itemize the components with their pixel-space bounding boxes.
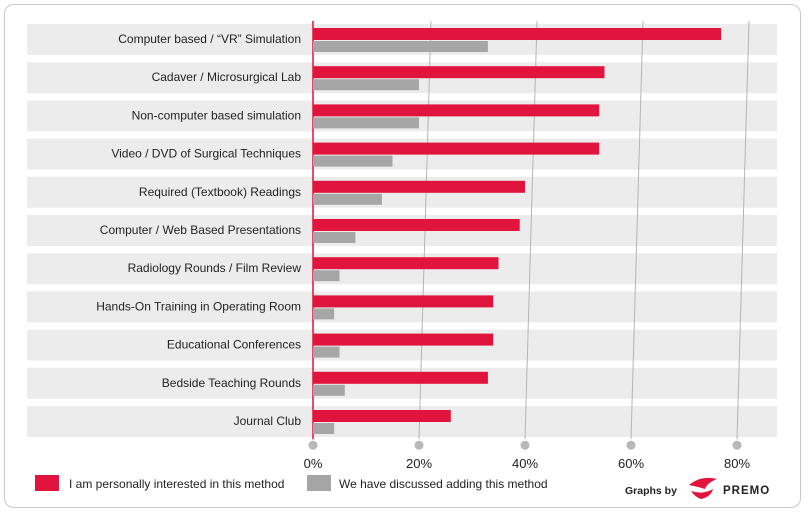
tick-dot <box>308 440 318 450</box>
bar-interested <box>313 410 451 422</box>
category-label: Bedside Teaching Rounds <box>162 376 301 390</box>
premo-logo-icon <box>689 477 717 499</box>
category-label: Required (Textbook) Readings <box>139 185 301 199</box>
category-label: Educational Conferences <box>167 338 301 352</box>
bar-discussed <box>313 423 335 434</box>
bar-interested <box>313 333 494 346</box>
bar-interested <box>313 257 499 270</box>
chart-frame: Computer based / “VR” Simulation Cadaver … <box>4 4 801 508</box>
bar-discussed <box>313 384 345 396</box>
legend-label-discussed: We have discussed adding this method <box>339 477 548 491</box>
gridline <box>736 20 750 440</box>
bar-interested <box>313 180 525 193</box>
tick-dot <box>414 440 424 450</box>
category-labels: Computer based / “VR” Simulation Cadaver … <box>96 32 301 428</box>
bars <box>313 28 722 434</box>
category-label: Computer based / “VR” Simulation <box>118 32 301 46</box>
category-label: Journal Club <box>234 414 302 428</box>
bar-chart: Computer based / “VR” Simulation Cadaver … <box>27 20 777 499</box>
category-label: Computer / Web Based Presentations <box>100 223 301 237</box>
category-label: Radiology Rounds / Film Review <box>128 261 302 275</box>
tick-dot <box>732 440 742 450</box>
bar-discussed <box>313 308 335 320</box>
bar-discussed <box>313 117 419 129</box>
x-tick-label: 20% <box>406 456 432 471</box>
x-tick-label: 0% <box>304 456 323 471</box>
legend: I am personally interested in this metho… <box>35 475 548 491</box>
legend-label-interested: I am personally interested in this metho… <box>69 477 284 491</box>
legend-swatch-interested <box>35 475 59 491</box>
bar-interested <box>313 28 722 40</box>
bar-interested <box>313 371 488 384</box>
x-tick-label: 60% <box>618 456 644 471</box>
bar-interested <box>313 104 600 117</box>
category-label: Video / DVD of Surgical Techniques <box>111 147 301 161</box>
branding: Graphs by PREMO <box>625 477 770 499</box>
bar-discussed <box>313 346 340 358</box>
gridline <box>630 20 644 440</box>
branding-name: PREMO <box>723 485 770 497</box>
tick-dot <box>626 440 636 450</box>
bar-interested <box>313 142 600 155</box>
bar-discussed <box>313 232 356 243</box>
gridline <box>524 20 538 440</box>
x-tick-label: 80% <box>724 456 750 471</box>
bar-discussed <box>313 79 419 91</box>
bar-discussed <box>313 270 340 282</box>
bar-discussed <box>313 155 393 167</box>
bar-discussed <box>313 41 488 52</box>
category-label: Hands-On Training in Operating Room <box>96 299 301 313</box>
bar-interested <box>313 66 605 79</box>
branding-prefix: Graphs by <box>625 485 677 497</box>
x-axis-ticks: 0% 20% 40% 60% 80% <box>304 440 750 471</box>
category-label: Cadaver / Microsurgical Lab <box>152 70 302 84</box>
tick-dot <box>520 440 530 450</box>
bar-interested <box>313 219 520 231</box>
x-tick-label: 40% <box>512 456 538 471</box>
bar-discussed <box>313 193 382 205</box>
bar-interested <box>313 295 494 308</box>
legend-swatch-discussed <box>307 475 331 491</box>
category-label: Non-computer based simulation <box>132 108 301 122</box>
